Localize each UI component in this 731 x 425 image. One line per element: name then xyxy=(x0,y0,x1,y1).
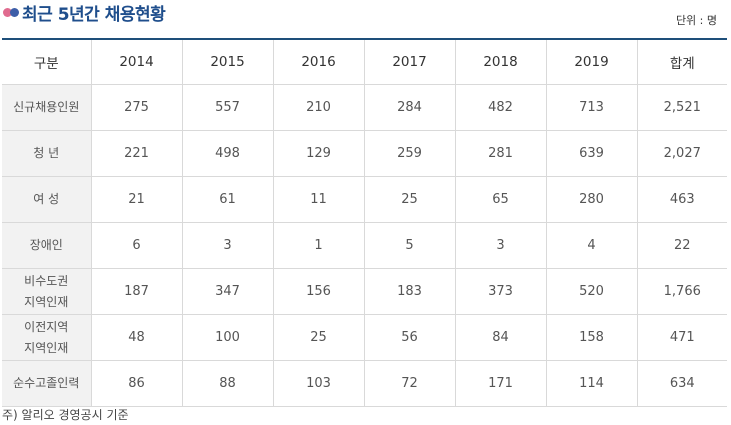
bullet-dots-icon xyxy=(3,8,21,18)
table-cell: 114 xyxy=(546,360,638,407)
table-cell: 1 xyxy=(273,222,365,269)
unit-label: 단위 : 명 xyxy=(675,14,717,27)
table-cell: 156 xyxy=(273,268,365,315)
table-cell: 498 xyxy=(182,130,274,177)
table-cell: 6 xyxy=(91,222,183,269)
table-header-row: 구분 2014 2015 2016 2017 2018 2019 합계 xyxy=(2,40,727,85)
table-cell: 520 xyxy=(546,268,638,315)
table-row: 여 성 21 61 11 25 65 280 463 xyxy=(2,176,727,223)
table-cell: 210 xyxy=(273,84,365,131)
row-label: 순수고졸인력 xyxy=(2,360,92,407)
table-cell: 1,766 xyxy=(637,268,727,315)
table-cell: 100 xyxy=(182,314,274,361)
column-header: 2017 xyxy=(364,40,456,85)
table-cell: 3 xyxy=(182,222,274,269)
column-header: 2014 xyxy=(91,40,183,85)
column-header: 합계 xyxy=(637,40,727,85)
table-top-border xyxy=(2,38,727,40)
table-cell: 183 xyxy=(364,268,456,315)
column-header: 구분 xyxy=(2,40,92,85)
column-header: 2019 xyxy=(546,40,638,85)
row-label-line: 비수도권 xyxy=(24,273,69,288)
table-cell: 482 xyxy=(455,84,547,131)
table-cell: 557 xyxy=(182,84,274,131)
table-cell: 221 xyxy=(91,130,183,177)
row-label-line: 지역인재 xyxy=(24,294,69,309)
table-row: 신규채용인원 275 557 210 284 482 713 2,521 xyxy=(2,84,727,131)
table-cell: 129 xyxy=(273,130,365,177)
table-cell: 281 xyxy=(455,130,547,177)
table-cell: 347 xyxy=(182,268,274,315)
table-cell: 463 xyxy=(637,176,727,223)
footnote: 주) 알리오 경영공시 기준 xyxy=(2,408,129,422)
table-cell: 56 xyxy=(364,314,456,361)
row-label: 장애인 xyxy=(2,222,92,269)
table-cell: 284 xyxy=(364,84,456,131)
table-cell: 25 xyxy=(364,176,456,223)
table-cell: 2,521 xyxy=(637,84,727,131)
table-cell: 86 xyxy=(91,360,183,407)
table-cell: 88 xyxy=(182,360,274,407)
table-cell: 158 xyxy=(546,314,638,361)
table-cell: 72 xyxy=(364,360,456,407)
table-cell: 280 xyxy=(546,176,638,223)
table-cell: 61 xyxy=(182,176,274,223)
header: 최근 5년간 채용현황 단위 : 명 xyxy=(0,0,731,36)
table-row: 청 년 221 498 129 259 281 639 2,027 xyxy=(2,130,727,177)
table-cell: 373 xyxy=(455,268,547,315)
row-label: 청 년 xyxy=(2,130,92,177)
table-cell: 22 xyxy=(637,222,727,269)
table-cell: 259 xyxy=(364,130,456,177)
column-header: 2016 xyxy=(273,40,365,85)
hiring-table: 구분 2014 2015 2016 2017 2018 2019 합계 신규채용… xyxy=(2,40,727,407)
table-row: 장애인 6 3 1 5 3 4 22 xyxy=(2,222,727,269)
row-label-line: 지역인재 xyxy=(24,340,69,355)
table-cell: 48 xyxy=(91,314,183,361)
table-cell: 639 xyxy=(546,130,638,177)
column-header: 2015 xyxy=(182,40,274,85)
table-cell: 103 xyxy=(273,360,365,407)
table-cell: 25 xyxy=(273,314,365,361)
row-label-line: 이전지역 xyxy=(24,319,69,334)
table-cell: 471 xyxy=(637,314,727,361)
table-cell: 187 xyxy=(91,268,183,315)
page-title: 최근 5년간 채용현황 xyxy=(22,5,166,25)
table-cell: 3 xyxy=(455,222,547,269)
table-cell: 634 xyxy=(637,360,727,407)
table-cell: 65 xyxy=(455,176,547,223)
table-row: 순수고졸인력 86 88 103 72 171 114 634 xyxy=(2,360,727,407)
row-label: 여 성 xyxy=(2,176,92,223)
table-cell: 11 xyxy=(273,176,365,223)
table-cell: 2,027 xyxy=(637,130,727,177)
table-cell: 713 xyxy=(546,84,638,131)
table-cell: 171 xyxy=(455,360,547,407)
table-cell: 5 xyxy=(364,222,456,269)
table-cell: 4 xyxy=(546,222,638,269)
column-header: 2018 xyxy=(455,40,547,85)
table-cell: 21 xyxy=(91,176,183,223)
row-label: 신규채용인원 xyxy=(2,84,92,131)
table-cell: 275 xyxy=(91,84,183,131)
table-cell: 84 xyxy=(455,314,547,361)
